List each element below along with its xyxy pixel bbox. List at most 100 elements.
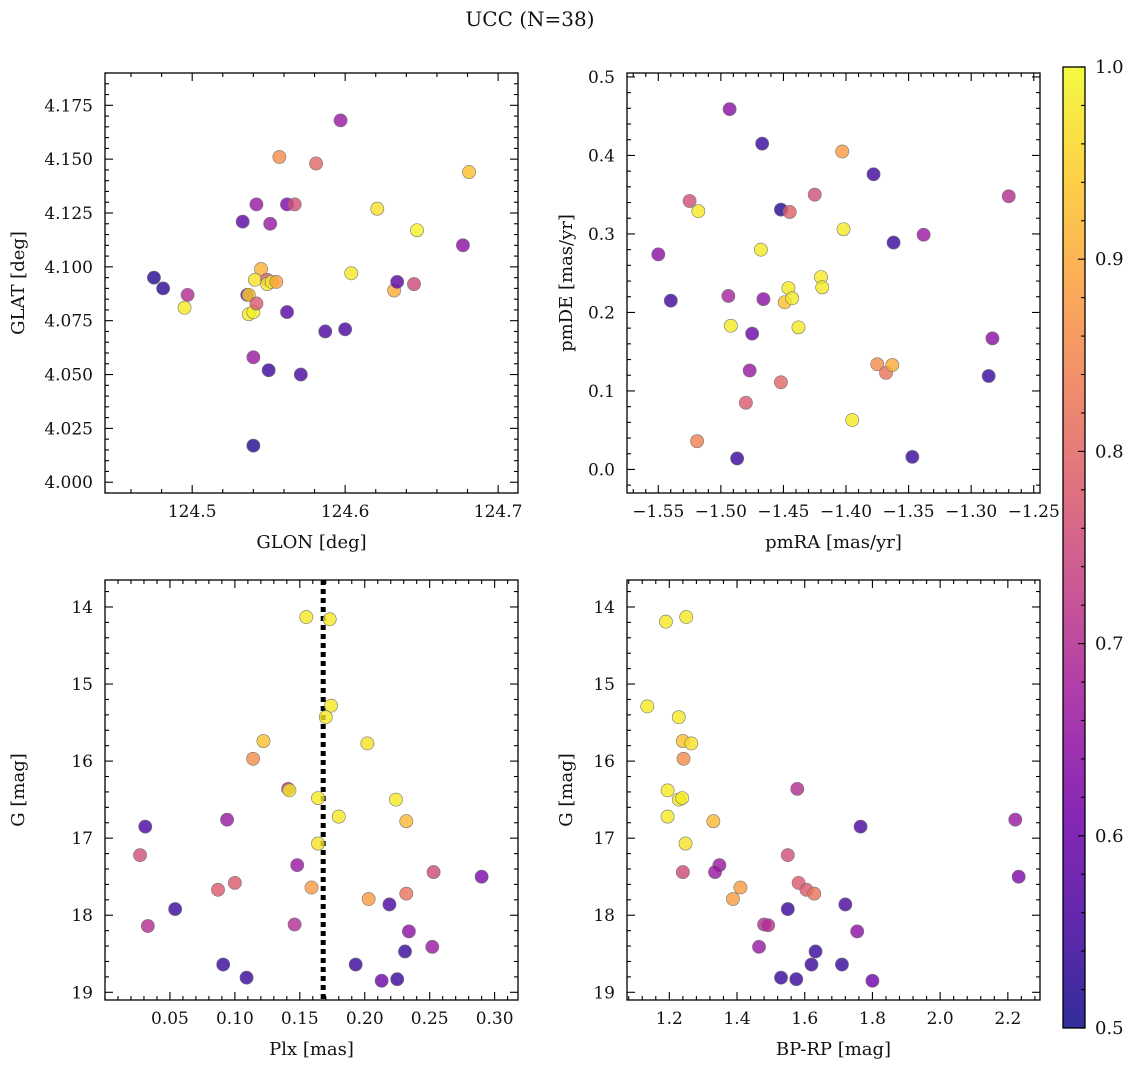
scatter-point [407, 277, 421, 291]
scatter-point [333, 113, 348, 128]
y-tick-label: 18 [71, 906, 93, 926]
scatter-point [790, 781, 805, 796]
scatter-point [211, 882, 225, 897]
scatter-point [738, 395, 753, 410]
scatter-point [389, 792, 403, 807]
y-tick-label: 4.050 [44, 366, 93, 386]
y-tick-label: 19 [71, 983, 93, 1003]
axes-frame [104, 579, 519, 1001]
scatter-point [807, 886, 822, 901]
scatter-point [318, 324, 333, 339]
colorbar: 0.5 0.6 0.7 0.8 0.9 1.0 [1062, 57, 1124, 1039]
x-tick-label: 1.8 [859, 1009, 886, 1029]
scatter-point [263, 216, 278, 231]
scatter-point [287, 197, 302, 212]
scatter-point [239, 970, 254, 985]
x-tick-label: 0.10 [216, 1009, 254, 1029]
scatter-point [474, 869, 489, 884]
scatter-point [640, 699, 655, 714]
ticks [104, 580, 518, 1000]
scatter-point [272, 150, 287, 164]
x-tick-label: −1.30 [945, 502, 997, 522]
scatter-point [311, 836, 325, 851]
x-tick-label: 2.0 [927, 1009, 954, 1029]
scatter-point [410, 223, 424, 238]
scatter-point [256, 734, 271, 748]
y-tick-label: 0.4 [588, 146, 615, 166]
scatter-point [780, 848, 795, 863]
scatter-point [726, 892, 740, 906]
scatter-point [462, 165, 476, 179]
scatter-point [706, 814, 721, 829]
scatter-point [140, 919, 155, 933]
scatter-point [426, 865, 441, 879]
scatter-point [785, 291, 800, 306]
scatter-point [676, 751, 691, 766]
x-axis-label: BP-RP [mag] [776, 1039, 891, 1060]
y-tick-label: 19 [593, 983, 615, 1003]
y-tick-label: 4.000 [44, 473, 93, 493]
x-tick-label: 124.6 [321, 502, 370, 522]
scatter-point [679, 610, 694, 624]
y-tick-label: 14 [71, 598, 93, 618]
y-tick-label: 15 [71, 675, 93, 695]
scatter-point [168, 902, 183, 916]
scatter-point [836, 222, 851, 237]
scatter-point [280, 305, 294, 319]
scatter-points [651, 102, 1016, 466]
scatter-point [675, 865, 690, 879]
x-tick-label: 1.6 [791, 1009, 818, 1029]
scatter-points [640, 610, 1026, 988]
x-tick-label: 1.2 [656, 1009, 683, 1029]
scatter-point [708, 865, 722, 879]
scatter-point [248, 272, 262, 287]
scatter-point [390, 972, 405, 987]
scatter-point [850, 924, 865, 939]
y-tick-label: 16 [593, 752, 615, 772]
scatter-point [287, 917, 302, 932]
x-tick-label: −1.25 [1008, 502, 1060, 522]
scatter-point [456, 238, 470, 253]
scatter-point [254, 262, 268, 276]
scatter-point [331, 809, 346, 824]
scatter-point [853, 819, 868, 834]
scatter-point [678, 836, 693, 851]
scatter-point [133, 848, 147, 863]
y-axis-label: pmDE [mas/yr] [556, 214, 577, 352]
y-tick-label: 14 [593, 598, 615, 618]
x-axis-label: GLON [deg] [256, 532, 366, 553]
scatter-point [808, 944, 823, 959]
scatter-point [659, 614, 673, 629]
scatter-point [690, 434, 704, 449]
axes-frame [104, 72, 519, 494]
y-tick-label: 4.175 [44, 96, 93, 116]
scatter-point [293, 367, 308, 382]
scatter-point [663, 293, 678, 308]
y-axis-label: G [mag] [556, 753, 577, 826]
scatter-point [390, 275, 405, 289]
scatter-point [147, 270, 161, 285]
scatter-point [684, 736, 699, 751]
scatter-point [835, 144, 850, 159]
scatter-point [733, 880, 748, 895]
scatter-point [299, 610, 314, 624]
scatter-point [845, 413, 860, 427]
y-tick-label: 18 [593, 906, 615, 926]
y-tick-label: 4.100 [44, 258, 93, 278]
scatter-point [981, 369, 996, 383]
y-axis-label: G [mag] [8, 753, 29, 826]
scatter-point [261, 363, 276, 378]
scatter-point [870, 357, 885, 372]
y-tick-label: 0.1 [588, 382, 615, 402]
scatter-point [651, 247, 666, 262]
x-tick-label: −1.50 [695, 502, 747, 522]
scatter-point [304, 880, 319, 895]
panels: 124.5 124.6 124.7 4.000 4.025 4.050 4.075 4.100… [8, 68, 1060, 1060]
scatter-point [774, 375, 788, 390]
y-tick-label: 0.5 [588, 68, 615, 88]
x-tick-label: 0.15 [281, 1009, 319, 1029]
scatter-point [246, 350, 261, 365]
y-tick-label: 0.2 [588, 303, 615, 323]
x-tick-label: 0.25 [411, 1009, 449, 1029]
scatter-point [691, 204, 706, 219]
